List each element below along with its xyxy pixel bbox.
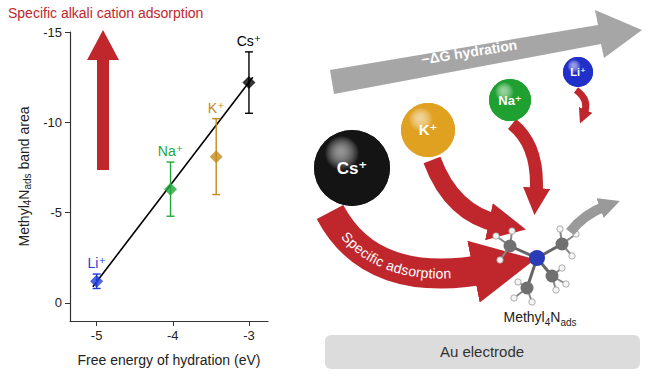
svg-text:-4: -4 xyxy=(167,328,179,343)
svg-text:Na⁺: Na⁺ xyxy=(158,143,183,159)
svg-text:-5: -5 xyxy=(91,328,103,343)
svg-text:K⁺: K⁺ xyxy=(208,100,225,116)
svg-text:Li⁺: Li⁺ xyxy=(88,255,106,271)
svg-text:-10: -10 xyxy=(43,115,62,130)
svg-text:Cs⁺: Cs⁺ xyxy=(337,159,368,178)
svg-text:Li⁺: Li⁺ xyxy=(570,66,586,78)
svg-text:ads: ads xyxy=(22,173,33,189)
svg-text:Na⁺: Na⁺ xyxy=(498,93,521,108)
svg-text:−ΔG hydration: −ΔG hydration xyxy=(420,37,518,68)
svg-text:-3: -3 xyxy=(243,328,255,343)
svg-text:Free energy of hydration (eV): Free energy of hydration (eV) xyxy=(78,352,261,368)
svg-text:band area: band area xyxy=(16,106,32,173)
svg-text:0: 0 xyxy=(55,295,62,310)
svg-text:Cs⁺: Cs⁺ xyxy=(237,33,262,49)
svg-text:Methyl4Nads: Methyl4Nads xyxy=(503,309,576,328)
svg-text:4: 4 xyxy=(21,199,33,206)
svg-text:K⁺: K⁺ xyxy=(419,121,438,138)
svg-text:Specific alkali cation adsorpt: Specific alkali cation adsorption xyxy=(8,5,203,21)
svg-text:N: N xyxy=(16,190,32,200)
svg-text:Methyl: Methyl xyxy=(16,205,32,246)
svg-text:-5: -5 xyxy=(50,205,62,220)
svg-text:Specific adsorption: Specific adsorption xyxy=(338,228,451,281)
svg-text:Au electrode: Au electrode xyxy=(440,343,524,360)
svg-text:-15: -15 xyxy=(43,25,62,40)
